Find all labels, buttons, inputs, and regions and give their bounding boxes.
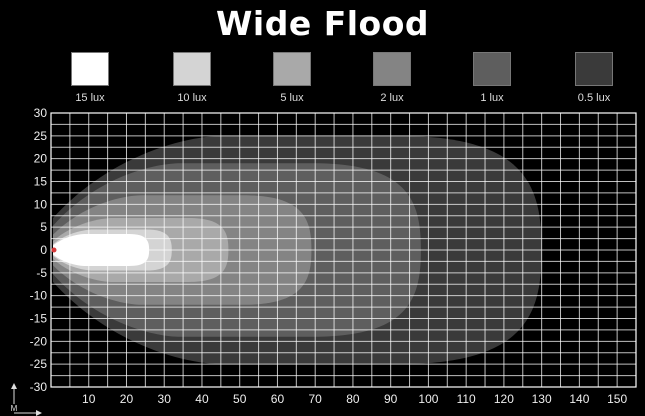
legend-label: 5 lux bbox=[280, 92, 304, 104]
x-tick-label: 40 bbox=[195, 392, 209, 406]
y-tick-label: 5 bbox=[40, 220, 47, 234]
legend-item: 2 lux bbox=[357, 52, 427, 104]
legend-swatch bbox=[575, 52, 613, 86]
plot-frame bbox=[50, 112, 637, 388]
chart-title: Wide Flood bbox=[215, 4, 430, 43]
legend-swatch bbox=[71, 52, 109, 86]
y-tick-label: -5 bbox=[36, 266, 47, 280]
y-tick-label: 25 bbox=[34, 129, 48, 143]
axis-unit-label: M bbox=[11, 404, 18, 413]
x-tick-label: 10 bbox=[82, 392, 96, 406]
legend-item: 0.5 lux bbox=[559, 52, 629, 104]
y-tick-label: 15 bbox=[34, 175, 48, 189]
y-tick-label: -20 bbox=[30, 334, 48, 348]
x-tick-label: 110 bbox=[457, 392, 476, 406]
x-tick-label: 80 bbox=[346, 392, 360, 406]
legend-item: 10 lux bbox=[157, 52, 227, 104]
x-tick-label: 140 bbox=[569, 392, 589, 406]
axis-arrow-head-up bbox=[11, 383, 17, 389]
light-source-marker bbox=[51, 247, 57, 253]
legend-swatch bbox=[173, 52, 211, 86]
y-tick-label: 10 bbox=[34, 197, 48, 211]
legend-swatch bbox=[473, 52, 511, 86]
legend-label: 0.5 lux bbox=[577, 92, 611, 104]
legend-swatch bbox=[373, 52, 411, 86]
y-tick-label: 0 bbox=[40, 243, 47, 257]
x-tick-label: 50 bbox=[233, 392, 247, 406]
x-tick-label: 20 bbox=[120, 392, 134, 406]
legend-label: 10 lux bbox=[177, 92, 207, 104]
y-tick-label: -25 bbox=[30, 357, 48, 371]
x-tick-label: 130 bbox=[532, 392, 552, 406]
y-tick-label: -15 bbox=[30, 312, 48, 326]
x-tick-label: 70 bbox=[309, 392, 323, 406]
legend: 15 lux 10 lux 5 lux 2 lux 1 lux 0.5 lux bbox=[0, 52, 645, 108]
y-tick-label: 30 bbox=[34, 106, 48, 120]
y-tick-label: -30 bbox=[30, 380, 48, 394]
legend-item: 15 lux bbox=[55, 52, 125, 104]
legend-item: 5 lux bbox=[257, 52, 327, 104]
legend-swatch bbox=[273, 52, 311, 86]
legend-label: 2 lux bbox=[380, 92, 404, 104]
axis-arrow-head-right bbox=[36, 410, 42, 416]
y-tick-label: 20 bbox=[34, 152, 48, 166]
x-tick-label: 60 bbox=[271, 392, 285, 406]
x-tick-label: 90 bbox=[384, 392, 398, 406]
y-tick-label: -10 bbox=[30, 289, 48, 303]
legend-label: 15 lux bbox=[75, 92, 105, 104]
legend-label: 1 lux bbox=[480, 92, 504, 104]
legend-item: 1 lux bbox=[457, 52, 527, 104]
x-tick-label: 100 bbox=[418, 392, 438, 406]
x-tick-label: 30 bbox=[158, 392, 172, 406]
x-tick-label: 150 bbox=[607, 392, 627, 406]
x-tick-label: 120 bbox=[494, 392, 514, 406]
